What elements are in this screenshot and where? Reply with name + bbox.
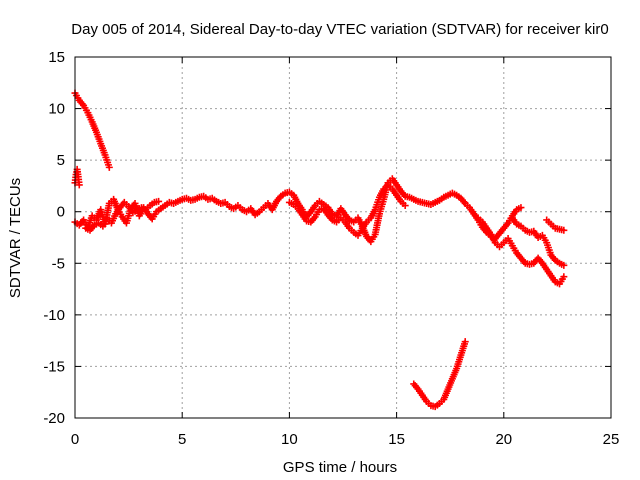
data-point-lower-loop — [155, 197, 163, 205]
x-tick-label: 5 — [178, 431, 186, 448]
x-axis-label: GPS time / hours — [283, 459, 397, 476]
y-tick-label: -10 — [43, 307, 65, 324]
y-tick-label: 10 — [48, 101, 65, 118]
data-point-late-right — [560, 261, 568, 269]
x-tick-label: 0 — [71, 431, 79, 448]
y-tick-label: -20 — [43, 410, 65, 427]
x-tick-label: 10 — [281, 431, 298, 448]
plot-border — [74, 56, 612, 419]
y-tick-label: -5 — [52, 255, 65, 272]
y-tick-label: 5 — [57, 152, 65, 169]
x-tick-label: 25 — [603, 431, 620, 448]
y-tick-label: 15 — [48, 49, 65, 66]
data-series — [71, 89, 568, 411]
x-tick-label: 15 — [388, 431, 405, 448]
chart-title: Day 005 of 2014, Sidereal Day-to-day VTE… — [71, 21, 608, 38]
data-point-deep-dip — [461, 338, 469, 346]
y-axis-label: SDTVAR / TECUs — [7, 178, 24, 298]
y-tick-label: -15 — [43, 358, 65, 375]
data-point-mid-loop — [401, 202, 409, 210]
data-point-upper-stub — [560, 226, 568, 234]
y-tick-label: 0 — [57, 204, 65, 221]
data-point-start-spike — [75, 181, 83, 189]
x-tick-label: 20 — [495, 431, 512, 448]
data-point-late-branch — [560, 273, 568, 281]
data-point-main-band — [517, 204, 525, 212]
axis-ticks: 0 5 10 15 20 25 -20 -15 -10 -5 0 5 10 15 — [43, 49, 619, 448]
data-point-early-drop — [105, 163, 113, 171]
